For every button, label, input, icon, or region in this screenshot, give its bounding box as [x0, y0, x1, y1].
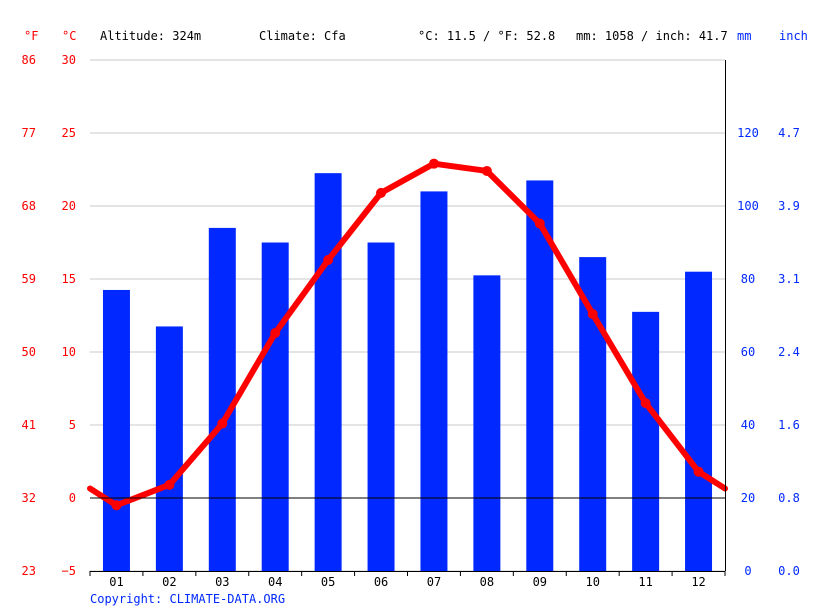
precipitation-bar-01 — [102, 289, 130, 571]
copyright-link[interactable]: Copyright: CLIMATE-DATA.ORG — [90, 592, 286, 606]
precipitation-bar-03 — [208, 227, 236, 571]
temperature-point-07 — [428, 158, 439, 169]
precipitation-bar-07 — [420, 191, 448, 571]
average-temperature-label: °C: 11.5 / °F: 52.8 — [418, 29, 555, 43]
temperature-point-09 — [534, 218, 545, 229]
inch-tick-label: 3.9 — [778, 199, 800, 213]
mm-unit-label: mm — [737, 29, 751, 43]
fahrenheit-tick-label: 59 — [22, 272, 36, 286]
month-label-10: 10 — [585, 575, 599, 589]
fahrenheit-unit-label: °F — [24, 29, 38, 43]
precipitation-bar-08 — [473, 275, 501, 571]
month-label-03: 03 — [215, 575, 229, 589]
celsius-tick-label: 30 — [62, 53, 76, 67]
precipitation-bar-06 — [367, 242, 395, 571]
celsius-tick-label: 20 — [62, 199, 76, 213]
fahrenheit-tick-label: 41 — [22, 418, 36, 432]
temperature-point-11 — [640, 398, 651, 409]
temperature-line — [87, 160, 728, 509]
precipitation-bar-10 — [579, 257, 607, 571]
celsius-tick-label: 25 — [62, 126, 76, 140]
precipitation-bar-12 — [685, 271, 713, 571]
inch-tick-label: 3.1 — [778, 272, 800, 286]
precipitation-bar-04 — [261, 242, 289, 571]
celsius-tick-label: 0 — [69, 491, 76, 505]
fahrenheit-tick-label: 32 — [22, 491, 36, 505]
inch-tick-label: 0.0 — [778, 564, 800, 578]
month-label-04: 04 — [268, 575, 282, 589]
fahrenheit-tick-label: 68 — [22, 199, 36, 213]
mm-tick-label: 0 — [744, 564, 751, 578]
precipitation-bar-11 — [632, 311, 660, 571]
month-label-08: 08 — [480, 575, 494, 589]
month-label-09: 09 — [533, 575, 547, 589]
temperature-point-03 — [217, 418, 228, 429]
inch-tick-label: 2.4 — [778, 345, 800, 359]
temperature-point-08 — [481, 165, 492, 176]
celsius-tick-label: 15 — [62, 272, 76, 286]
celsius-tick-label: −5 — [62, 564, 76, 578]
inch-tick-label: 1.6 — [778, 418, 800, 432]
fahrenheit-tick-label: 23 — [22, 564, 36, 578]
month-label-02: 02 — [162, 575, 176, 589]
temperature-point-12 — [693, 466, 704, 477]
celsius-unit-label: °C — [62, 29, 76, 43]
celsius-tick-label: 5 — [69, 418, 76, 432]
inch-tick-label: 4.7 — [778, 126, 800, 140]
mm-tick-label: 20 — [741, 491, 755, 505]
temperature-point-06 — [376, 187, 387, 198]
month-label-05: 05 — [321, 575, 335, 589]
altitude-label: Altitude: 324m — [100, 29, 201, 43]
fahrenheit-tick-label: 86 — [22, 53, 36, 67]
inch-tick-label: 0.8 — [778, 491, 800, 505]
inch-unit-label: inch — [779, 29, 808, 43]
precipitation-bar-09 — [526, 180, 554, 571]
climate-label: Climate: Cfa — [259, 29, 346, 43]
month-label-11: 11 — [638, 575, 652, 589]
mm-tick-label: 40 — [741, 418, 755, 432]
precipitation-bar-05 — [314, 173, 342, 571]
mm-tick-label: 100 — [737, 199, 759, 213]
precipitation-total-label: mm: 1058 / inch: 41.7 — [576, 29, 728, 43]
mm-tick-label: 60 — [741, 345, 755, 359]
precipitation-bar-02 — [155, 326, 183, 571]
temperature-point-02 — [164, 479, 175, 490]
temperature-point-01 — [111, 500, 122, 511]
fahrenheit-tick-label: 50 — [22, 345, 36, 359]
fahrenheit-tick-label: 77 — [22, 126, 36, 140]
month-label-07: 07 — [427, 575, 441, 589]
temperature-point-05 — [323, 255, 334, 266]
mm-tick-label: 80 — [741, 272, 755, 286]
month-label-12: 12 — [691, 575, 705, 589]
celsius-tick-label: 10 — [62, 345, 76, 359]
month-label-06: 06 — [374, 575, 388, 589]
temperature-point-04 — [270, 328, 281, 339]
mm-tick-label: 120 — [737, 126, 759, 140]
temperature-point-10 — [587, 309, 598, 320]
month-label-01: 01 — [109, 575, 123, 589]
